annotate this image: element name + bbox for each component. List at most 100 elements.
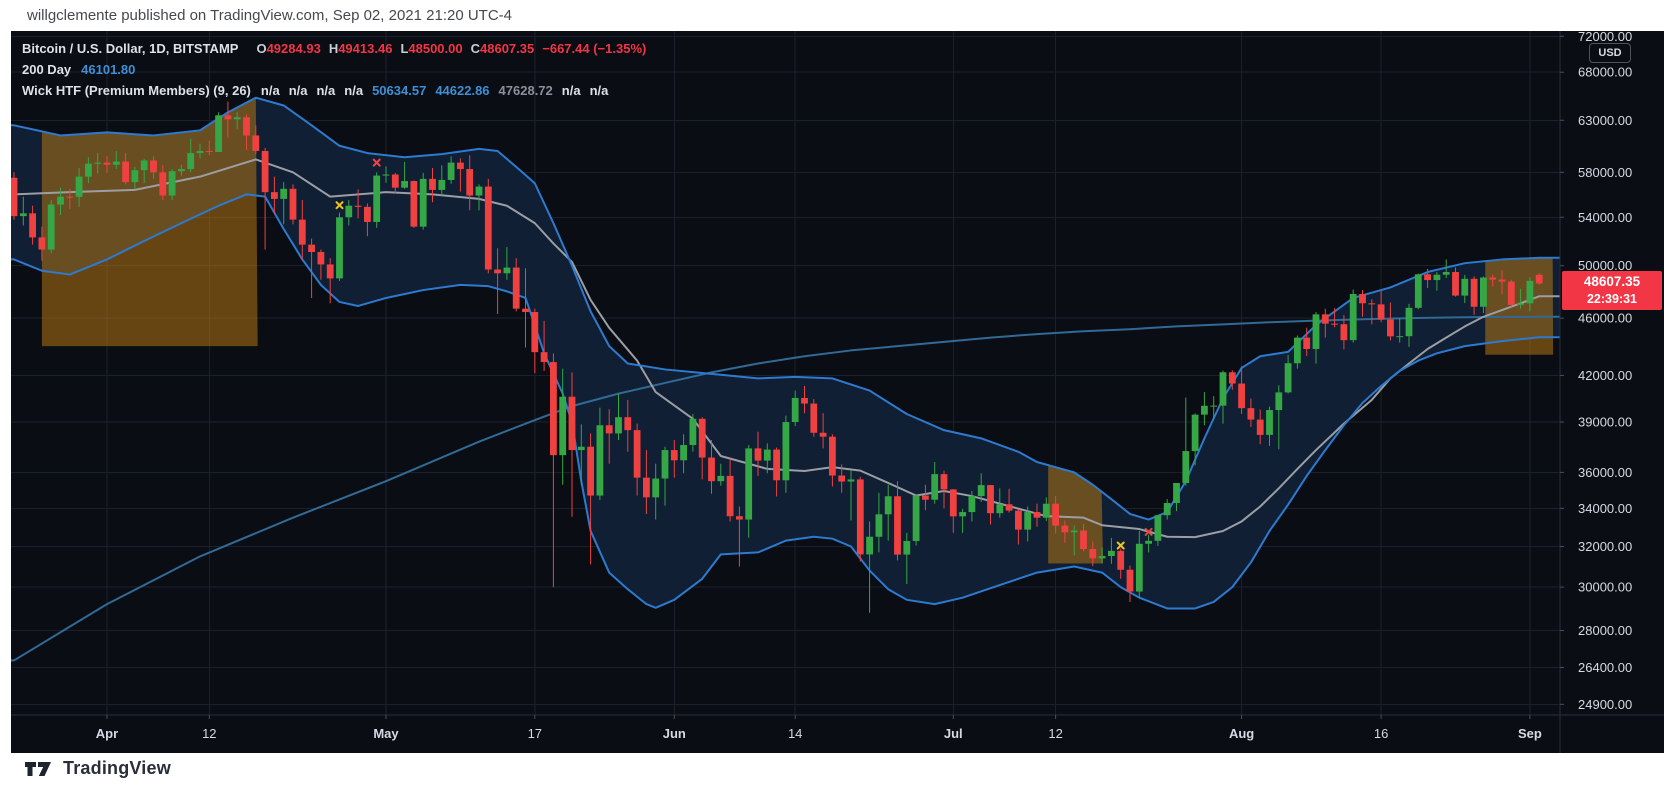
candle bbox=[754, 431, 762, 476]
candle bbox=[66, 188, 74, 210]
price-axis-label: 50000.00 bbox=[1578, 258, 1632, 273]
candle bbox=[1359, 290, 1366, 317]
candle bbox=[1080, 523, 1087, 552]
candlestick-series bbox=[11, 101, 1543, 613]
legend-symbol-row[interactable]: Bitcoin / U.S. Dollar, 1D, BITSTAMP O4928… bbox=[22, 38, 646, 59]
high-key: H bbox=[328, 41, 339, 56]
indicator-value: n/a bbox=[288, 83, 308, 98]
candle bbox=[987, 484, 994, 525]
time-axis-month-label: Sep bbox=[1518, 726, 1542, 741]
time-axis-day-label: 12 bbox=[202, 726, 216, 741]
candle bbox=[1024, 506, 1032, 542]
time-axis-day-label: 16 bbox=[1374, 726, 1388, 741]
candle bbox=[1303, 327, 1311, 356]
candle bbox=[652, 463, 660, 520]
indicator-value: n/a bbox=[260, 83, 280, 98]
candle bbox=[894, 481, 901, 561]
candle bbox=[11, 172, 18, 220]
candle bbox=[140, 158, 148, 184]
candle bbox=[670, 440, 678, 478]
time-axis-month-label: Aug bbox=[1229, 726, 1254, 741]
candle bbox=[1461, 274, 1469, 304]
candle bbox=[884, 484, 892, 541]
candle bbox=[791, 390, 799, 427]
candle bbox=[373, 172, 381, 228]
indicator-label: Wick HTF (Premium Members) (9, 26) bbox=[22, 83, 251, 98]
candle bbox=[1201, 392, 1208, 426]
candle bbox=[215, 112, 222, 153]
price-axis-label: 54000.00 bbox=[1578, 210, 1632, 225]
candle bbox=[1368, 299, 1376, 325]
candle bbox=[726, 458, 734, 522]
indicator-value: n/a bbox=[561, 83, 581, 98]
candle bbox=[1275, 385, 1283, 450]
candle bbox=[1247, 398, 1255, 427]
candle bbox=[1126, 565, 1134, 602]
legend-indicator-row[interactable]: Wick HTF (Premium Members) (9, 26) n/a n/a… bbox=[22, 80, 646, 101]
candle bbox=[47, 200, 55, 254]
candle bbox=[1331, 308, 1338, 328]
indicator-value: n/a bbox=[589, 83, 609, 98]
signal-x-marker bbox=[1144, 527, 1153, 536]
candle bbox=[596, 407, 604, 501]
band-fill bbox=[11, 97, 1560, 609]
candle bbox=[326, 258, 334, 304]
candle bbox=[1108, 537, 1115, 564]
legend-ma-row[interactable]: 200 Day 46101.80 bbox=[22, 59, 646, 80]
candle bbox=[1480, 276, 1487, 314]
time-axis[interactable]: Apr 12 May 17 Jun 14 Jul 12 Aug 16 Sep bbox=[96, 715, 1542, 741]
overlay-lower bbox=[11, 193, 1560, 610]
candle bbox=[243, 114, 250, 150]
candle bbox=[466, 155, 474, 211]
candle bbox=[271, 176, 278, 214]
candle bbox=[717, 463, 725, 486]
low-value: 48500.00 bbox=[408, 41, 463, 56]
candle bbox=[1015, 509, 1022, 545]
last-price-label: 48607.35 22:39:31 bbox=[1562, 271, 1662, 310]
indicator-value: 50634.57 bbox=[372, 83, 427, 98]
change-value: −667.44 (−1.35%) bbox=[542, 41, 647, 56]
candle bbox=[364, 203, 371, 237]
price-axis-label: 32000.00 bbox=[1578, 539, 1632, 554]
time-axis-month-label: Jun bbox=[663, 726, 686, 741]
signal-x-marker bbox=[372, 158, 381, 167]
indicator-values: n/a n/a n/a n/a 50634.57 44622.86 47628.72 n/a n… bbox=[261, 83, 617, 98]
candle bbox=[187, 138, 195, 173]
candle bbox=[1405, 303, 1413, 347]
open-value: 49284.93 bbox=[266, 41, 321, 56]
candle bbox=[1489, 274, 1497, 287]
indicator-value: n/a bbox=[344, 83, 364, 98]
candle bbox=[1321, 308, 1329, 338]
candle bbox=[912, 494, 920, 546]
candle bbox=[289, 184, 297, 225]
candle bbox=[624, 399, 632, 452]
candle bbox=[996, 488, 1004, 518]
candle bbox=[643, 450, 650, 514]
price-axis[interactable]: 72000.00 68000.00 63000.00 58000.00 54000.00… bbox=[1560, 29, 1632, 712]
price-axis-label: 63000.00 bbox=[1578, 113, 1632, 128]
candle bbox=[633, 423, 641, 496]
candle bbox=[1173, 482, 1180, 512]
candle bbox=[1396, 318, 1404, 343]
candle bbox=[949, 489, 957, 533]
axes bbox=[11, 31, 1664, 753]
candle bbox=[401, 161, 408, 189]
tradingview-brand-link[interactable]: TradingView bbox=[24, 758, 171, 779]
currency-toggle-button[interactable]: USD bbox=[1589, 43, 1631, 63]
price-axis-label: 30000.00 bbox=[1578, 580, 1632, 595]
candle bbox=[1228, 370, 1236, 390]
time-axis-month-label: Jul bbox=[944, 726, 963, 741]
price-axis-label: 34000.00 bbox=[1578, 501, 1632, 516]
candle bbox=[252, 125, 260, 155]
candle bbox=[38, 226, 46, 261]
candle bbox=[429, 167, 436, 203]
candle bbox=[763, 443, 771, 474]
candle bbox=[345, 200, 353, 226]
candle bbox=[85, 157, 92, 184]
candle bbox=[1349, 289, 1357, 343]
candle bbox=[391, 172, 399, 194]
candle bbox=[587, 433, 594, 565]
candle bbox=[559, 368, 567, 485]
price-axis-label: 46000.00 bbox=[1578, 311, 1632, 326]
